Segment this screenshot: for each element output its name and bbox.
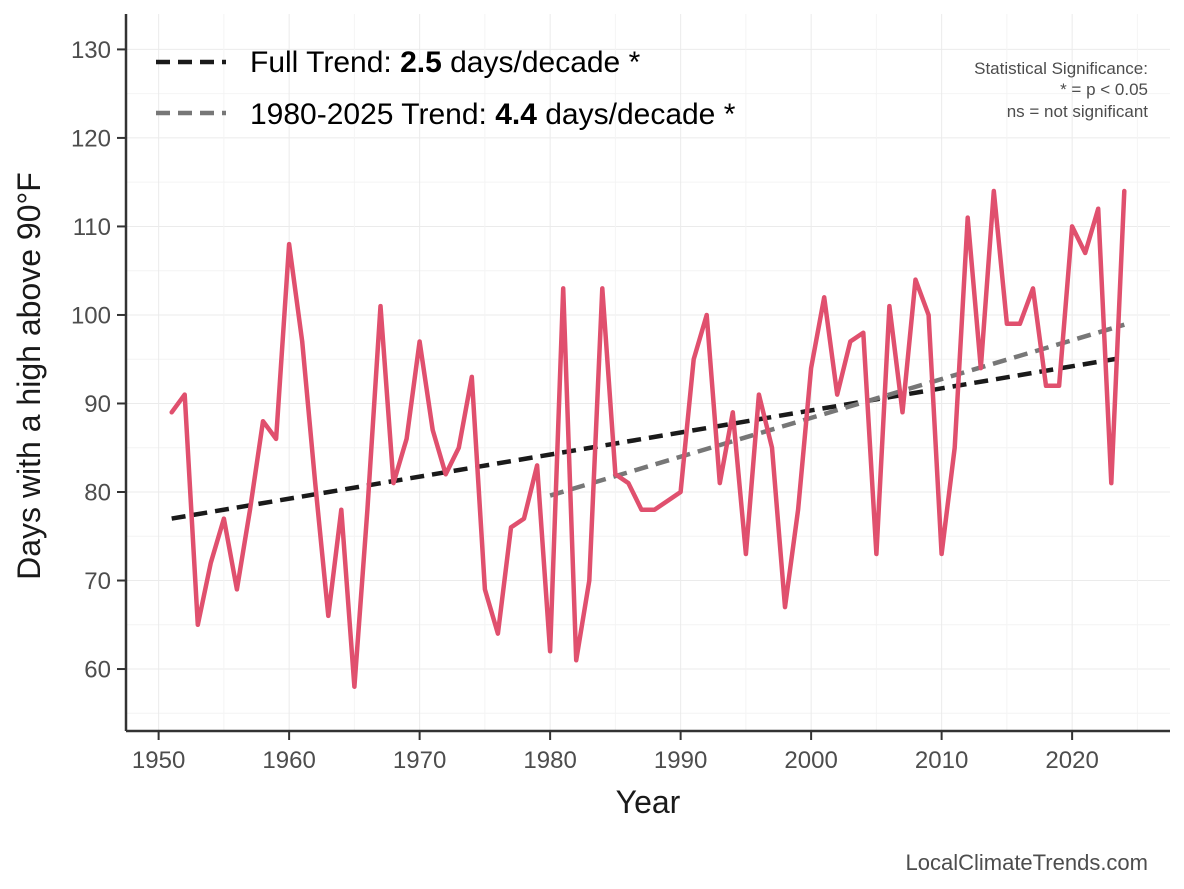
significance-note-p: * = p < 0.05 [1060,80,1148,99]
series-line [169,188,1127,689]
y-tick-label: 60 [84,657,111,684]
recent-trend-line [549,322,1125,498]
x-tick-label: 2010 [915,747,968,774]
credit-text: LocalClimateTrends.com [906,850,1149,875]
significance-note-ns: ns = not significant [1007,102,1149,121]
x-tick-label: 2000 [784,747,837,774]
x-tick-label: 1960 [262,747,315,774]
y-tick-label: 90 [84,391,111,418]
legend: Full Trend: 2.5 days/decade * 1980-2025 … [156,46,736,131]
significance-note-title: Statistical Significance: [974,59,1148,78]
full-trend-line [171,355,1125,521]
x-tick-label: 2020 [1045,747,1098,774]
y-tick-label: 70 [84,568,111,595]
ticks: 60 70 80 90 100 110 120 130 1950 1960 1970 1980 1990… [71,37,1099,774]
legend-recent-trend-label: 1980-2025 Trend: 4.4 days/decade * [250,98,736,131]
axes [124,14,1170,733]
legend-recent-value: 4.4 [495,98,537,131]
y-tick-label: 120 [71,125,111,152]
x-tick-label: 1970 [393,747,446,774]
y-tick-label: 130 [71,37,111,64]
y-axis-title: Days with a high above 90°F [11,172,47,580]
trend-lines [171,322,1125,521]
y-tick-label: 80 [84,480,111,507]
y-tick-label: 100 [71,302,111,329]
x-tick-label: 1950 [132,747,185,774]
y-tick-label: 110 [73,214,111,241]
legend-full-prefix: Full Trend: [250,46,400,79]
legend-recent-prefix: 1980-2025 Trend: [250,98,495,131]
x-axis-title: Year [616,784,681,820]
x-tick-label: 1990 [654,747,707,774]
significance-note: Statistical Significance: * = p < 0.05 n… [974,59,1148,121]
grid [126,14,1170,731]
legend-recent-suffix: days/decade * [537,98,736,131]
legend-full-value: 2.5 [400,46,442,79]
legend-full-trend-label: Full Trend: 2.5 days/decade * [250,46,641,79]
x-tick-label: 1980 [523,747,576,774]
series [169,188,1127,689]
legend-full-suffix: days/decade * [442,46,641,79]
